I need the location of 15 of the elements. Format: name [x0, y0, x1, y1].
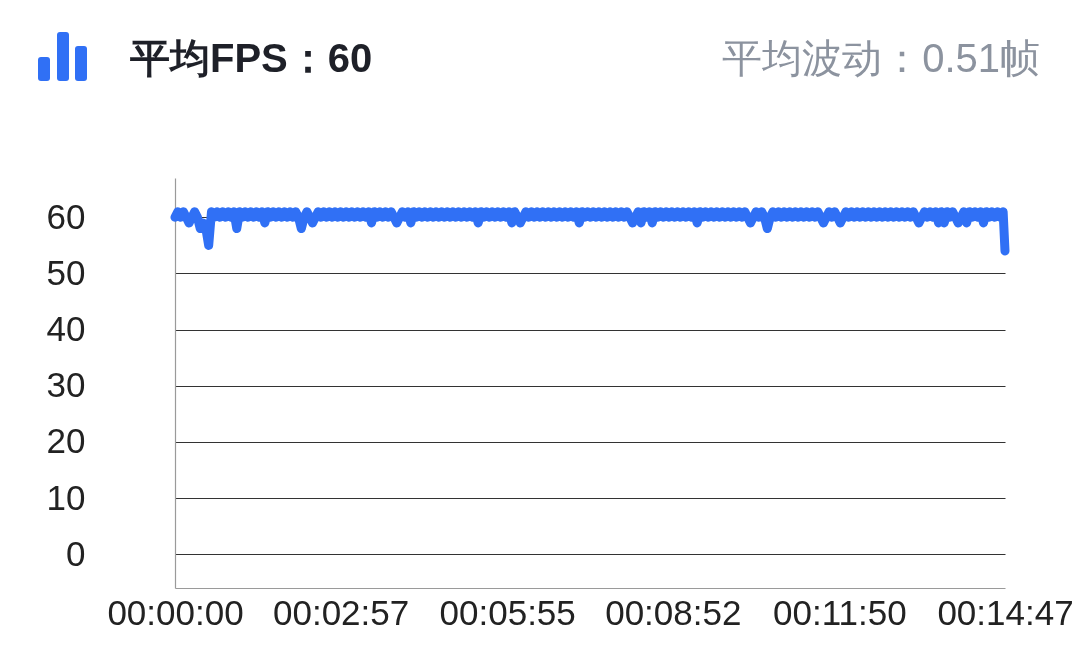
- y-tick-label: 60: [46, 196, 86, 236]
- y-tick-label: 40: [46, 309, 86, 349]
- x-tick-label: 00:00:00: [107, 592, 244, 632]
- x-tick-label: 00:11:50: [773, 592, 907, 632]
- y-tick-label: 10: [46, 477, 86, 517]
- x-tick-label: 00:08:52: [605, 592, 742, 632]
- y-tick-label: 30: [46, 365, 86, 405]
- x-tick-label: 00:14:47: [937, 592, 1074, 632]
- y-tick-label: 0: [66, 533, 86, 573]
- x-tick-label: 00:05:55: [439, 592, 576, 632]
- chart-subtitle: 平均波动：0.51帧: [722, 35, 1040, 82]
- y-tick-label: 20: [46, 421, 86, 461]
- y-tick-label: 50: [46, 252, 86, 292]
- x-tick-label: 00:02:57: [273, 592, 410, 632]
- chart-title: 平均FPS：60: [130, 35, 373, 82]
